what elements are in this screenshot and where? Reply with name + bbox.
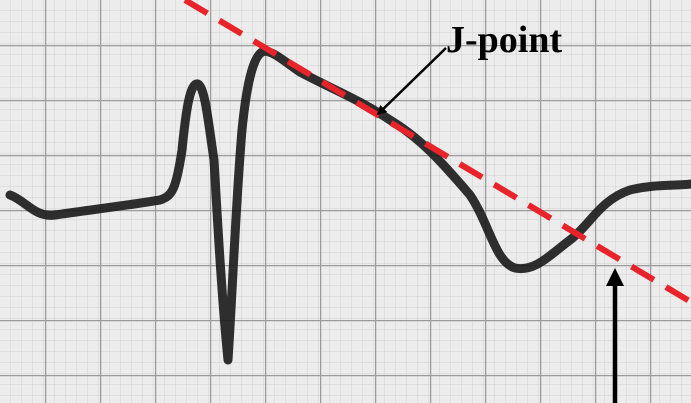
j-point-label: J-point: [446, 19, 562, 61]
ecg-figure: J-point: [0, 0, 691, 403]
major-grid: [0, 0, 691, 403]
